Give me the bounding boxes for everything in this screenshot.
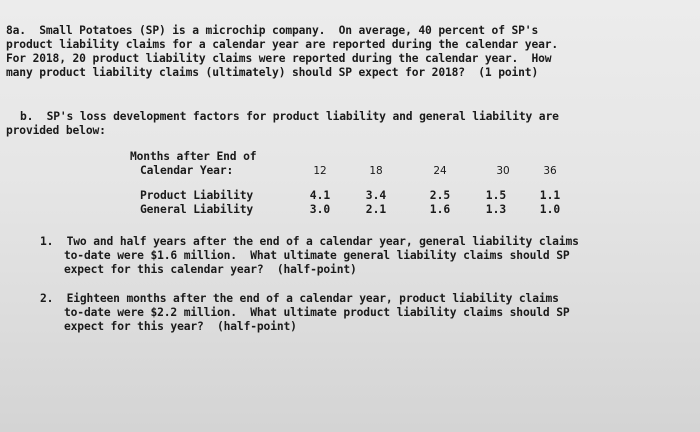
product-liability-30: 1.5 (485, 189, 507, 202)
product-liability-24: 2.5 (429, 189, 451, 202)
q8a-line-3: For 2018, 20 product liability claims we… (6, 52, 552, 65)
product-liability-36: 1.1 (539, 189, 561, 202)
table-header-line-2: Calendar Year: (140, 164, 234, 177)
q8a-line-1: 8a. Small Potatoes (SP) is a microchip c… (6, 24, 539, 37)
q8a-line-4: many product liability claims (ultimatel… (6, 66, 539, 79)
month-24: 24 (433, 165, 447, 177)
sub2-line-2: to-date were $2.2 million. What ultimate… (64, 306, 570, 319)
sub2-line-1: 2. Eighteen months after the end of a ca… (40, 292, 559, 305)
q8a-line-2: product liability claims for a calendar … (6, 38, 559, 51)
general-liability-30: 1.3 (485, 203, 507, 216)
table-header-line-1: Months after End of (130, 150, 257, 163)
sub1-line-3: expect for this calendar year? (half-poi… (64, 263, 357, 276)
month-36: 36 (543, 165, 557, 177)
month-30: 30 (496, 165, 510, 177)
sub1-line-1: 1. Two and half years after the end of a… (40, 235, 579, 248)
q8b-line-2: provided below: (6, 124, 106, 137)
general-liability-36: 1.0 (539, 203, 561, 216)
sub1-line-2: to-date were $1.6 million. What ultimate… (64, 249, 570, 262)
month-12: 12 (313, 165, 327, 177)
general-liability-18: 2.1 (365, 203, 387, 216)
general-liability-12: 3.0 (309, 203, 331, 216)
sub2-line-3: expect for this year? (half-point) (64, 320, 297, 333)
row-label-general-liability: General Liability (140, 203, 254, 216)
q8b-line-1: b. SP's loss development factors for pro… (20, 110, 559, 123)
product-liability-18: 3.4 (365, 189, 387, 202)
general-liability-24: 1.6 (429, 203, 451, 216)
month-18: 18 (369, 165, 383, 177)
product-liability-12: 4.1 (309, 189, 331, 202)
row-label-product-liability: Product Liability (140, 189, 254, 202)
